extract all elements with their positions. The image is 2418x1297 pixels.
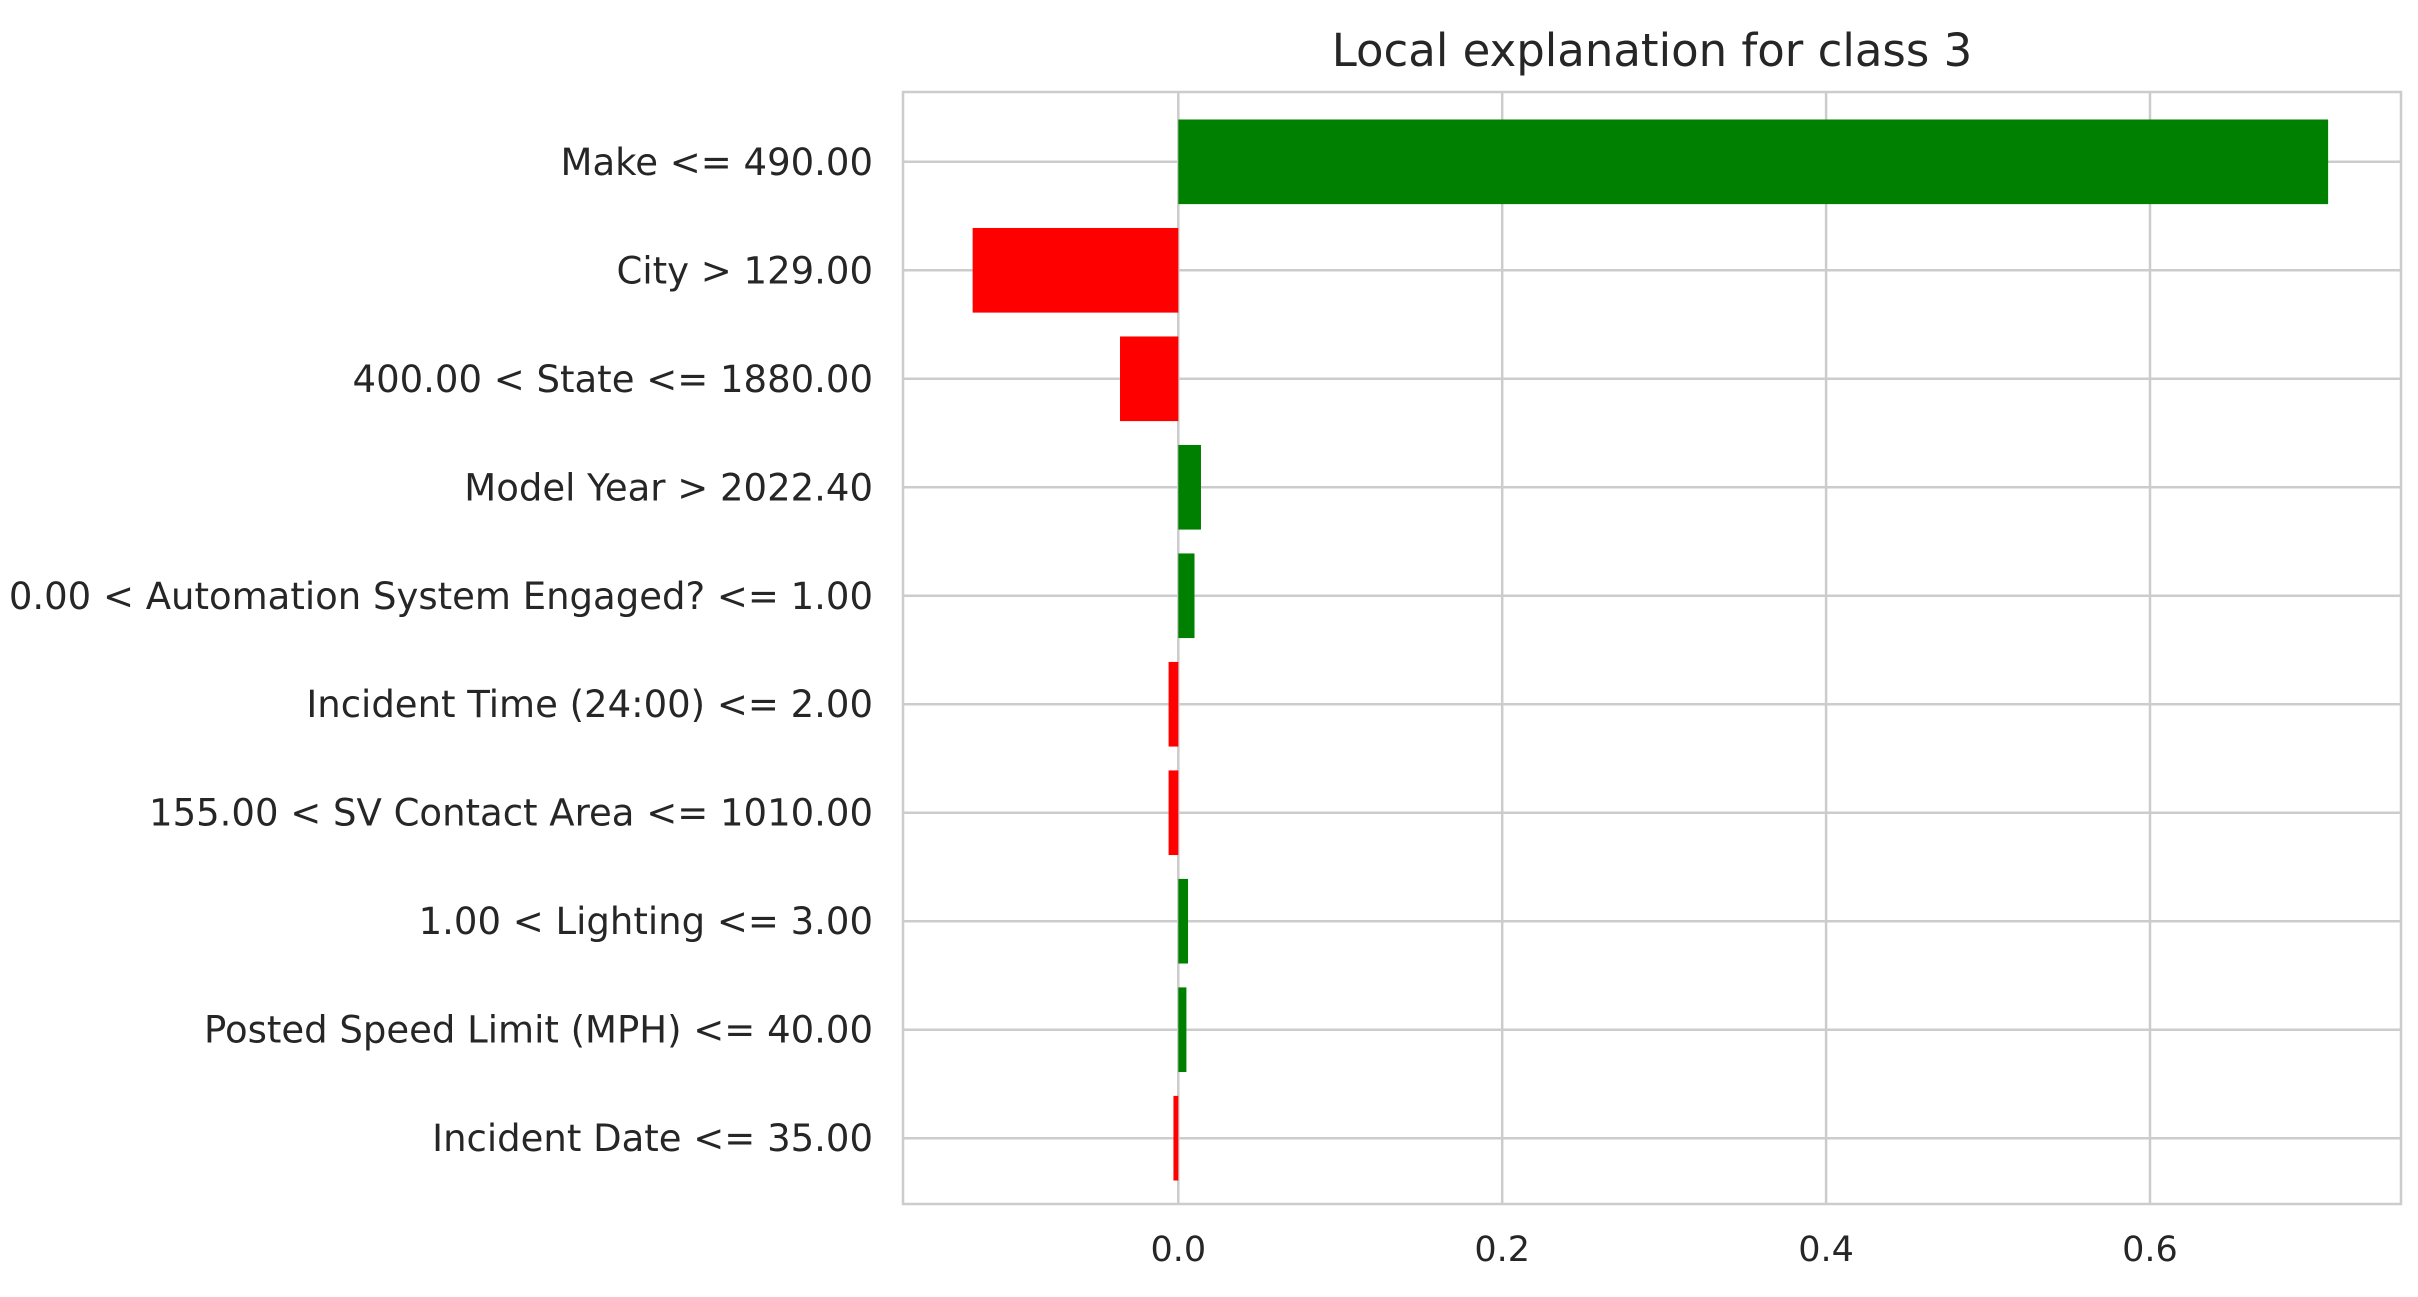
bar <box>1173 1095 1179 1181</box>
category-label: Model Year > 2022.40 <box>464 466 873 509</box>
x-tick-label: 0.4 <box>1798 1230 1854 1270</box>
x-tick-label: 0.0 <box>1150 1230 1206 1270</box>
bar <box>1178 878 1189 964</box>
category-label: 400.00 < State <= 1880.00 <box>353 358 873 401</box>
chart-title: Local explanation for class 3 <box>1332 24 1973 77</box>
category-label: 155.00 < SV Contact Area <= 1010.00 <box>149 792 873 835</box>
bar <box>1178 444 1201 530</box>
bar-layer <box>972 119 2329 1181</box>
category-label: 0.00 < Automation System Engaged? <= 1.0… <box>9 575 873 618</box>
bar <box>1178 119 2329 205</box>
bar <box>972 227 1179 313</box>
x-tick-labels: 0.0 0.2 0.4 0.6 <box>1150 1230 2177 1270</box>
category-label: 1.00 < Lighting <= 3.00 <box>419 900 873 943</box>
bar <box>1178 987 1187 1073</box>
x-tick-label: 0.2 <box>1474 1230 1530 1270</box>
category-label: Posted Speed Limit (MPH) <= 40.00 <box>204 1009 873 1052</box>
bar <box>1120 336 1179 422</box>
bar <box>1178 553 1195 639</box>
category-label: City > 129.00 <box>616 249 873 292</box>
bar <box>1168 661 1179 747</box>
bar <box>1168 770 1179 856</box>
category-labels: Make <= 490.00 City > 129.00 400.00 < Stat… <box>9 141 873 1160</box>
category-label: Incident Date <= 35.00 <box>432 1117 873 1160</box>
category-label: Make <= 490.00 <box>561 141 873 184</box>
category-label: Incident Time (24:00) <= 2.00 <box>306 683 873 726</box>
x-tick-label: 0.6 <box>2122 1230 2178 1270</box>
plot-frame <box>901 90 2403 1206</box>
